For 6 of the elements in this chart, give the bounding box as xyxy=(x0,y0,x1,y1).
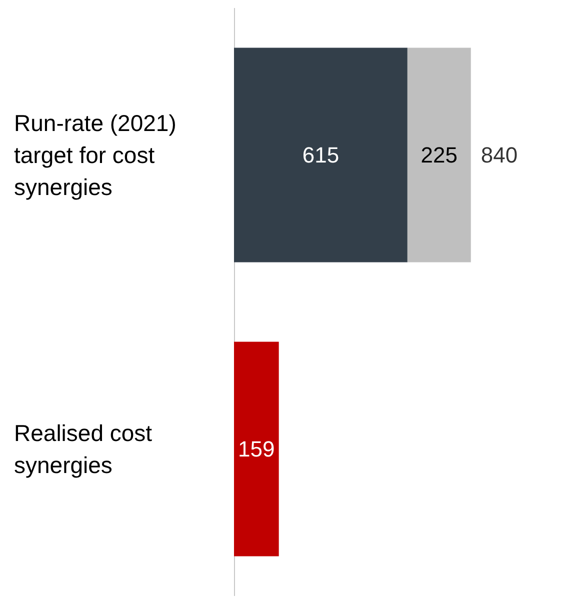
total-label: 840 xyxy=(480,142,518,168)
data-label: 159 xyxy=(238,436,275,462)
y-tick-label: Realised cost synergies xyxy=(14,420,158,478)
y-tick-label: Run-rate (2021) target for cost synergies xyxy=(14,110,183,200)
data-label: 615 xyxy=(302,142,340,168)
data-label: 225 xyxy=(420,142,458,168)
